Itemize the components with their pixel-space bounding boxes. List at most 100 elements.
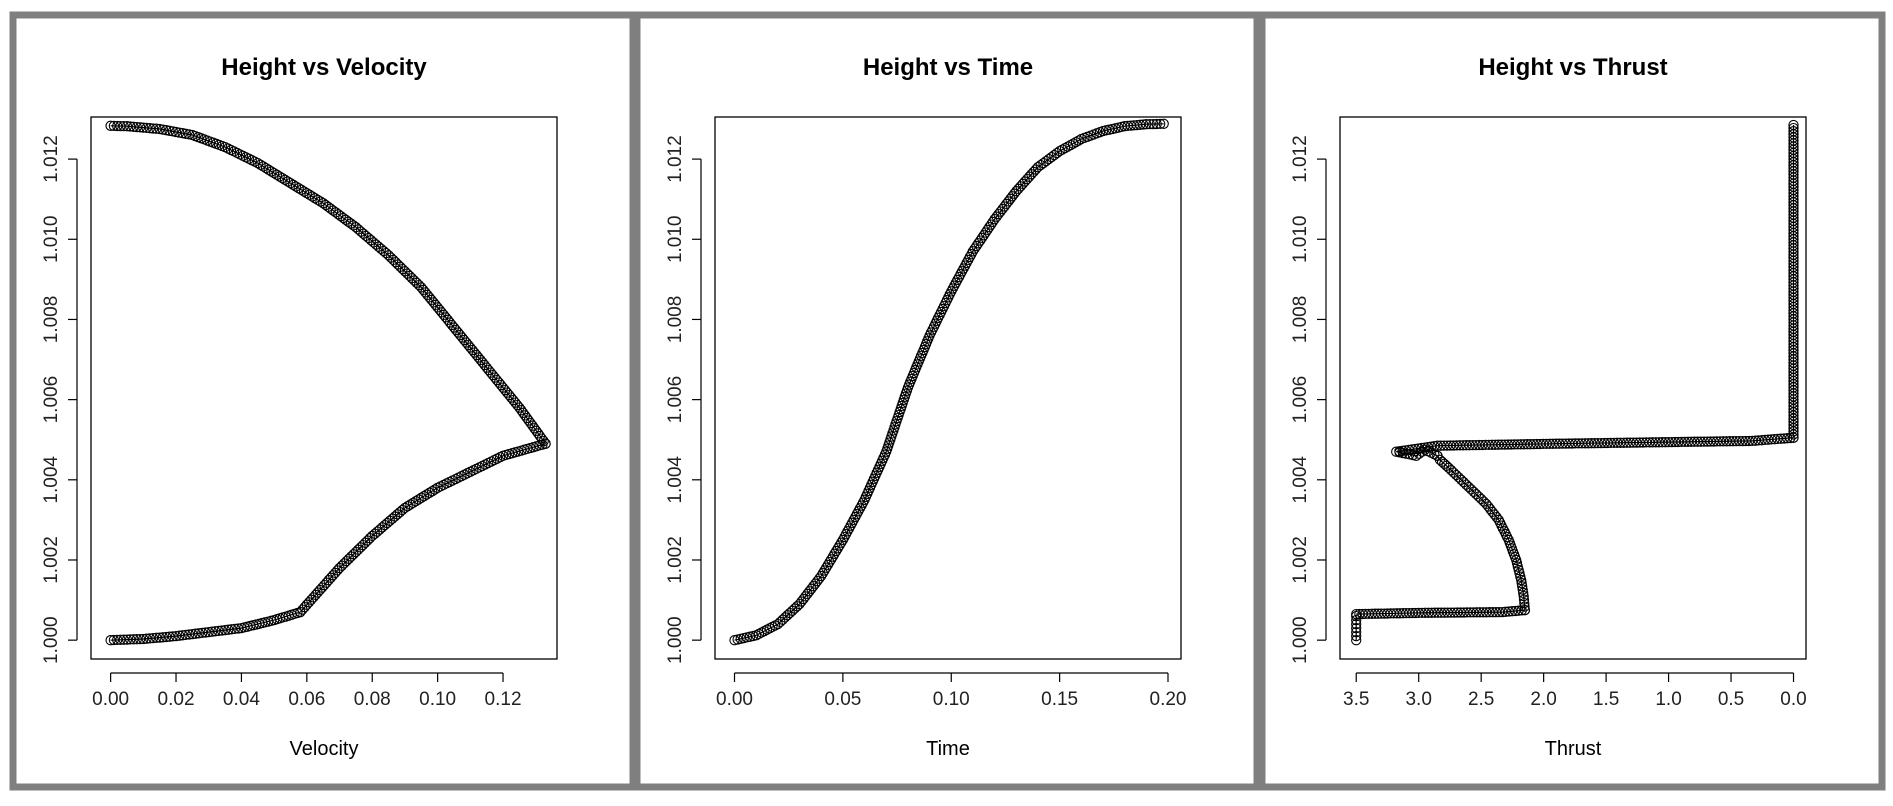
- plot-box: [90, 116, 558, 660]
- data-point: [1500, 606, 1511, 617]
- data-point: [949, 280, 960, 291]
- data-point: [290, 181, 302, 192]
- data-point: [840, 529, 852, 540]
- data-point: [1038, 157, 1049, 169]
- data-point: [268, 167, 280, 179]
- data-point: [429, 484, 441, 495]
- data-point: [947, 283, 958, 294]
- data-point: [761, 624, 773, 635]
- data-point: [1141, 119, 1152, 130]
- x-tick-label: 2.0: [1530, 689, 1556, 710]
- data-point: [121, 634, 133, 645]
- data-point: [1788, 119, 1799, 131]
- data-point: [1073, 135, 1084, 146]
- data-point: [1788, 122, 1799, 134]
- data-point: [309, 193, 321, 204]
- x-tick-label: 3.0: [1405, 689, 1431, 710]
- data-point: [985, 219, 997, 230]
- data-point: [1788, 126, 1799, 137]
- data-point: [819, 565, 830, 576]
- data-point: [154, 123, 165, 135]
- data-point: [969, 243, 980, 254]
- data-point: [527, 420, 538, 431]
- y-axis-ticks: 1.000 1.002 1.004 1.006 1.008 1.010 1.012: [41, 135, 78, 664]
- data-point: [285, 177, 296, 189]
- x-tick-label: 0.10: [419, 689, 456, 710]
- data-point: [842, 526, 853, 537]
- x-tick-label: 0.05: [824, 689, 861, 710]
- data-point: [183, 629, 195, 640]
- data-point: [1351, 626, 1362, 638]
- data-point: [1410, 443, 1421, 455]
- y-tick-label: 1.008: [41, 296, 62, 344]
- data-point: [1351, 622, 1362, 634]
- data-point: [941, 295, 953, 306]
- data-point: [157, 632, 169, 643]
- data-point: [134, 633, 146, 645]
- data-point: [1503, 534, 1514, 546]
- data-point: [751, 630, 762, 641]
- x-tick-label: 2.5: [1468, 689, 1494, 710]
- data-point: [980, 227, 991, 238]
- data-point: [112, 120, 123, 132]
- panel-frame-velocity: [9, 11, 637, 791]
- y-axis-ticks: 1.000 1.002 1.004 1.006 1.008 1.010 1.012: [1290, 135, 1327, 664]
- y-tick-label: 1.004: [665, 456, 686, 504]
- data-point: [1407, 449, 1419, 461]
- y-tick-label: 1.002: [665, 536, 686, 584]
- data-point: [277, 172, 288, 184]
- data-point: [271, 169, 283, 180]
- data-point: [1519, 604, 1531, 616]
- data-point: [1059, 142, 1071, 154]
- data-point: [320, 199, 331, 211]
- x-axis-label: Time: [926, 738, 970, 760]
- x-tick-label: 0.08: [354, 689, 391, 710]
- data-point: [225, 144, 237, 156]
- plot-box: [1339, 116, 1807, 660]
- data-point: [1499, 526, 1510, 537]
- data-point: [315, 196, 326, 207]
- y-tick-label: 1.012: [1290, 135, 1311, 183]
- data-point: [1517, 581, 1528, 592]
- y-tick-label: 1.000: [1290, 616, 1311, 664]
- y-tick-label: 1.004: [1290, 456, 1311, 504]
- data-point: [769, 620, 781, 631]
- chart-panel-time: Height vs Time Time 0.00 0.05 0.10 0.15 0.20…: [665, 54, 1186, 760]
- data-point: [538, 435, 549, 447]
- y-tick-label: 1.006: [41, 376, 62, 424]
- data-point: [260, 162, 272, 174]
- series-points: [729, 118, 1169, 646]
- data-point: [246, 155, 257, 166]
- data-point: [1035, 159, 1046, 171]
- data-point: [105, 120, 116, 131]
- data-point: [413, 494, 424, 505]
- data-point: [427, 486, 438, 497]
- data-point: [517, 407, 529, 418]
- data-point: [836, 537, 847, 548]
- data-point: [138, 122, 149, 133]
- data-point: [536, 433, 547, 444]
- data-point: [976, 232, 988, 244]
- data-point: [293, 183, 304, 194]
- data-point: [197, 627, 208, 639]
- x-tick-label: 0.06: [288, 689, 325, 710]
- data-point: [213, 625, 224, 637]
- data-point: [138, 633, 149, 645]
- data-point: [1519, 601, 1530, 612]
- data-point: [964, 251, 975, 263]
- data-point: [307, 191, 318, 202]
- data-point: [125, 121, 136, 132]
- data-point: [967, 246, 979, 257]
- data-point: [950, 277, 962, 288]
- data-point: [118, 120, 129, 132]
- data-point: [226, 624, 237, 635]
- data-point: [1065, 139, 1076, 151]
- data-point: [105, 635, 116, 646]
- data-point: [450, 473, 461, 485]
- data-point: [141, 122, 152, 134]
- data-point: [125, 634, 136, 645]
- data-point: [108, 634, 120, 646]
- data-point: [279, 174, 291, 185]
- data-point: [832, 543, 844, 554]
